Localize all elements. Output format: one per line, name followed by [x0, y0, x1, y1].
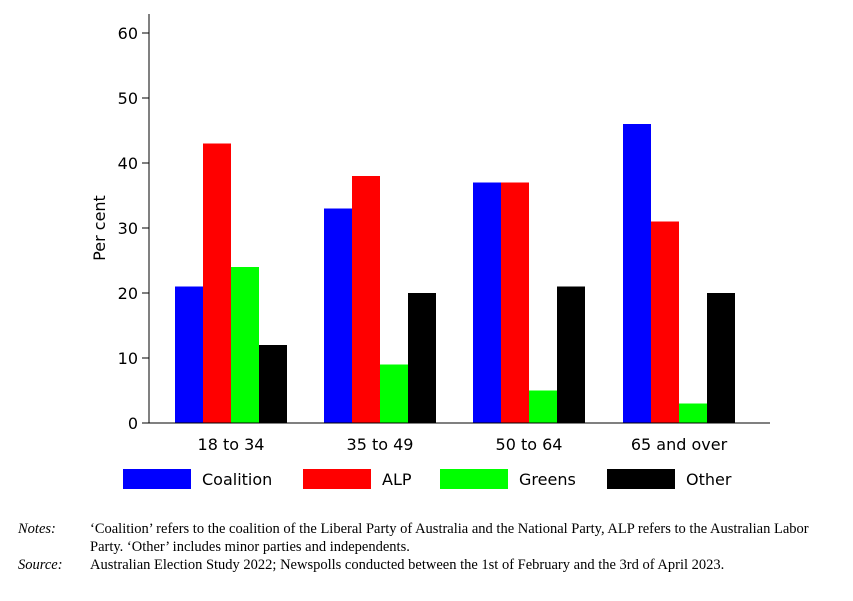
- y-tick-label: 30: [118, 219, 138, 238]
- bar-greens-18-to-34: [231, 267, 259, 423]
- bar-greens-35-to-49: [380, 364, 408, 423]
- legend-label: Greens: [519, 470, 576, 489]
- y-tick-label: 40: [118, 154, 138, 173]
- legend-item-alp: ALP: [303, 469, 412, 489]
- legend-swatch: [303, 469, 371, 489]
- legend-item-coalition: Coalition: [123, 469, 272, 489]
- bars-layer: [175, 124, 735, 423]
- source-text: Australian Election Study 2022; Newspoll…: [90, 557, 725, 573]
- bar-other-18-to-34: [259, 345, 287, 423]
- bar-greens-50-to-64: [529, 390, 557, 423]
- notes-row: Notes: ‘Coalition’ refers to the coaliti…: [0, 520, 853, 556]
- bar-other-50-to-64: [557, 286, 585, 423]
- source-label: Source:: [18, 557, 63, 573]
- x-tick-label: 65 and over: [631, 435, 728, 454]
- y-tick-label: 60: [118, 24, 138, 43]
- bar-alp-50-to-64: [501, 182, 529, 423]
- notes-text: ‘Coalition’ refers to the coalition of t…: [90, 521, 809, 555]
- source-row: Source: Australian Election Study 2022; …: [0, 556, 853, 574]
- bar-coalition-35-to-49: [324, 208, 352, 423]
- notes-block: Notes: ‘Coalition’ refers to the coaliti…: [0, 520, 853, 574]
- y-tick-label: 10: [118, 349, 138, 368]
- y-tick-label: 20: [118, 284, 138, 303]
- legend-item-other: Other: [607, 469, 732, 489]
- y-tick-label: 0: [128, 414, 138, 433]
- legend-label: ALP: [382, 470, 412, 489]
- legend-swatch: [123, 469, 191, 489]
- bar-other-35-to-49: [408, 293, 436, 423]
- legend-swatch: [607, 469, 675, 489]
- x-tick-label: 18 to 34: [198, 435, 265, 454]
- legend-label: Other: [686, 470, 732, 489]
- bar-coalition-65-and-over: [623, 124, 651, 423]
- legend: Coalition ALP Greens Other: [123, 469, 732, 489]
- legend-item-greens: Greens: [440, 469, 576, 489]
- bar-alp-18-to-34: [203, 143, 231, 423]
- bar-other-65-and-over: [707, 293, 735, 423]
- legend-label: Coalition: [202, 470, 272, 489]
- bar-greens-65-and-over: [679, 403, 707, 423]
- chart: 0 10 20 30 40 50 60 18 to 34 35 to 49 50 to 64 65 …: [90, 14, 770, 489]
- bar-alp-35-to-49: [352, 176, 380, 423]
- y-axis-label: Per cent: [90, 195, 109, 261]
- notes-label: Notes:: [18, 521, 56, 537]
- bar-alp-65-and-over: [651, 221, 679, 423]
- y-tick-label: 50: [118, 89, 138, 108]
- axes-layer: 0 10 20 30 40 50 60 18 to 34 35 to 49 50 to 64 65 …: [90, 14, 770, 454]
- bar-coalition-18-to-34: [175, 286, 203, 423]
- x-tick-label: 50 to 64: [496, 435, 563, 454]
- x-tick-label: 35 to 49: [347, 435, 414, 454]
- bar-coalition-50-to-64: [473, 182, 501, 423]
- legend-swatch: [440, 469, 508, 489]
